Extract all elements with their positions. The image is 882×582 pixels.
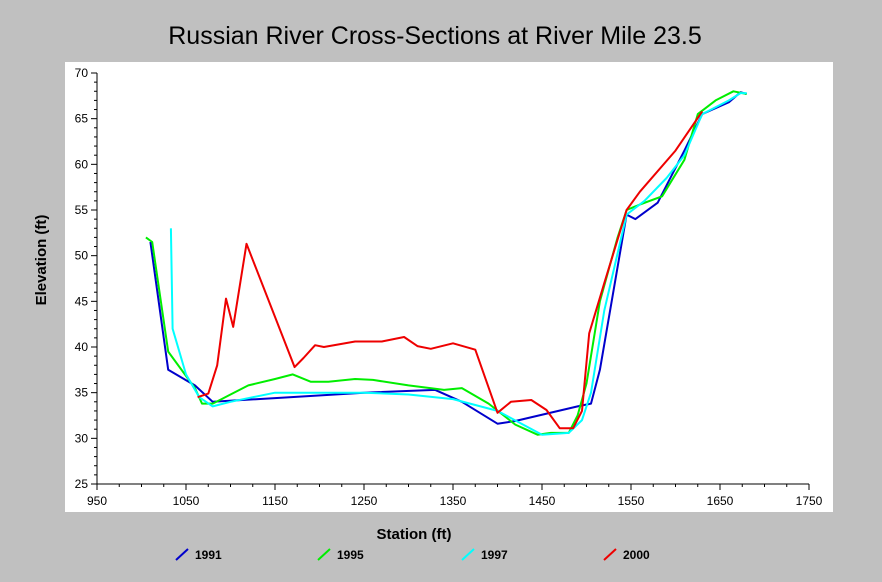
- y-tick-label: 35: [75, 386, 89, 400]
- x-tick-label: 1650: [707, 494, 734, 508]
- plot-area: [65, 62, 833, 512]
- x-tick-label: 1050: [173, 494, 200, 508]
- legend-label-1995: 1995: [337, 548, 364, 562]
- axes: 25 30 35 40 45 50 55 60 65 70 950 1050 1150 1250 1350 1…: [75, 66, 823, 508]
- legend-swatch-1997: [461, 548, 475, 561]
- y-tick-label: 65: [75, 112, 89, 126]
- legend-swatch-1995: [317, 548, 331, 561]
- x-tick-label: 1450: [529, 494, 556, 508]
- legend-label-1991: 1991: [195, 548, 222, 562]
- y-tick-label: 50: [75, 249, 89, 263]
- y-tick-label: 25: [75, 477, 89, 491]
- series-line-2000: [197, 110, 704, 430]
- x-tick-label: 950: [87, 494, 107, 508]
- x-tick-label: 1250: [351, 494, 378, 508]
- chart-title: Russian River Cross-Sections at River Mi…: [168, 22, 702, 50]
- y-axis-label: Elevation (ft): [33, 215, 50, 306]
- y-tick-label: 60: [75, 157, 89, 171]
- y-tick-label: 55: [75, 203, 89, 217]
- legend-swatch-1991: [175, 548, 189, 561]
- x-tick-label: 1350: [440, 494, 467, 508]
- series-line-1995: [145, 90, 747, 436]
- y-tick-label: 70: [75, 66, 89, 80]
- y-tick-label: 40: [75, 340, 89, 354]
- legend-swatch-2000: [603, 548, 617, 561]
- x-tick-label: 1150: [262, 494, 288, 508]
- x-axis-label: Station (ft): [377, 526, 452, 543]
- y-tick-label: 45: [75, 294, 89, 308]
- series-line-1997: [169, 92, 747, 436]
- x-tick-label: 1750: [796, 494, 823, 508]
- legend-label-1997: 1997: [481, 548, 508, 562]
- y-tick-label: 30: [75, 431, 89, 445]
- series-lines: [145, 90, 747, 436]
- legend: 1991 1995 1997 2000: [175, 548, 650, 562]
- x-tick-label: 1550: [618, 494, 645, 508]
- legend-label-2000: 2000: [623, 548, 650, 562]
